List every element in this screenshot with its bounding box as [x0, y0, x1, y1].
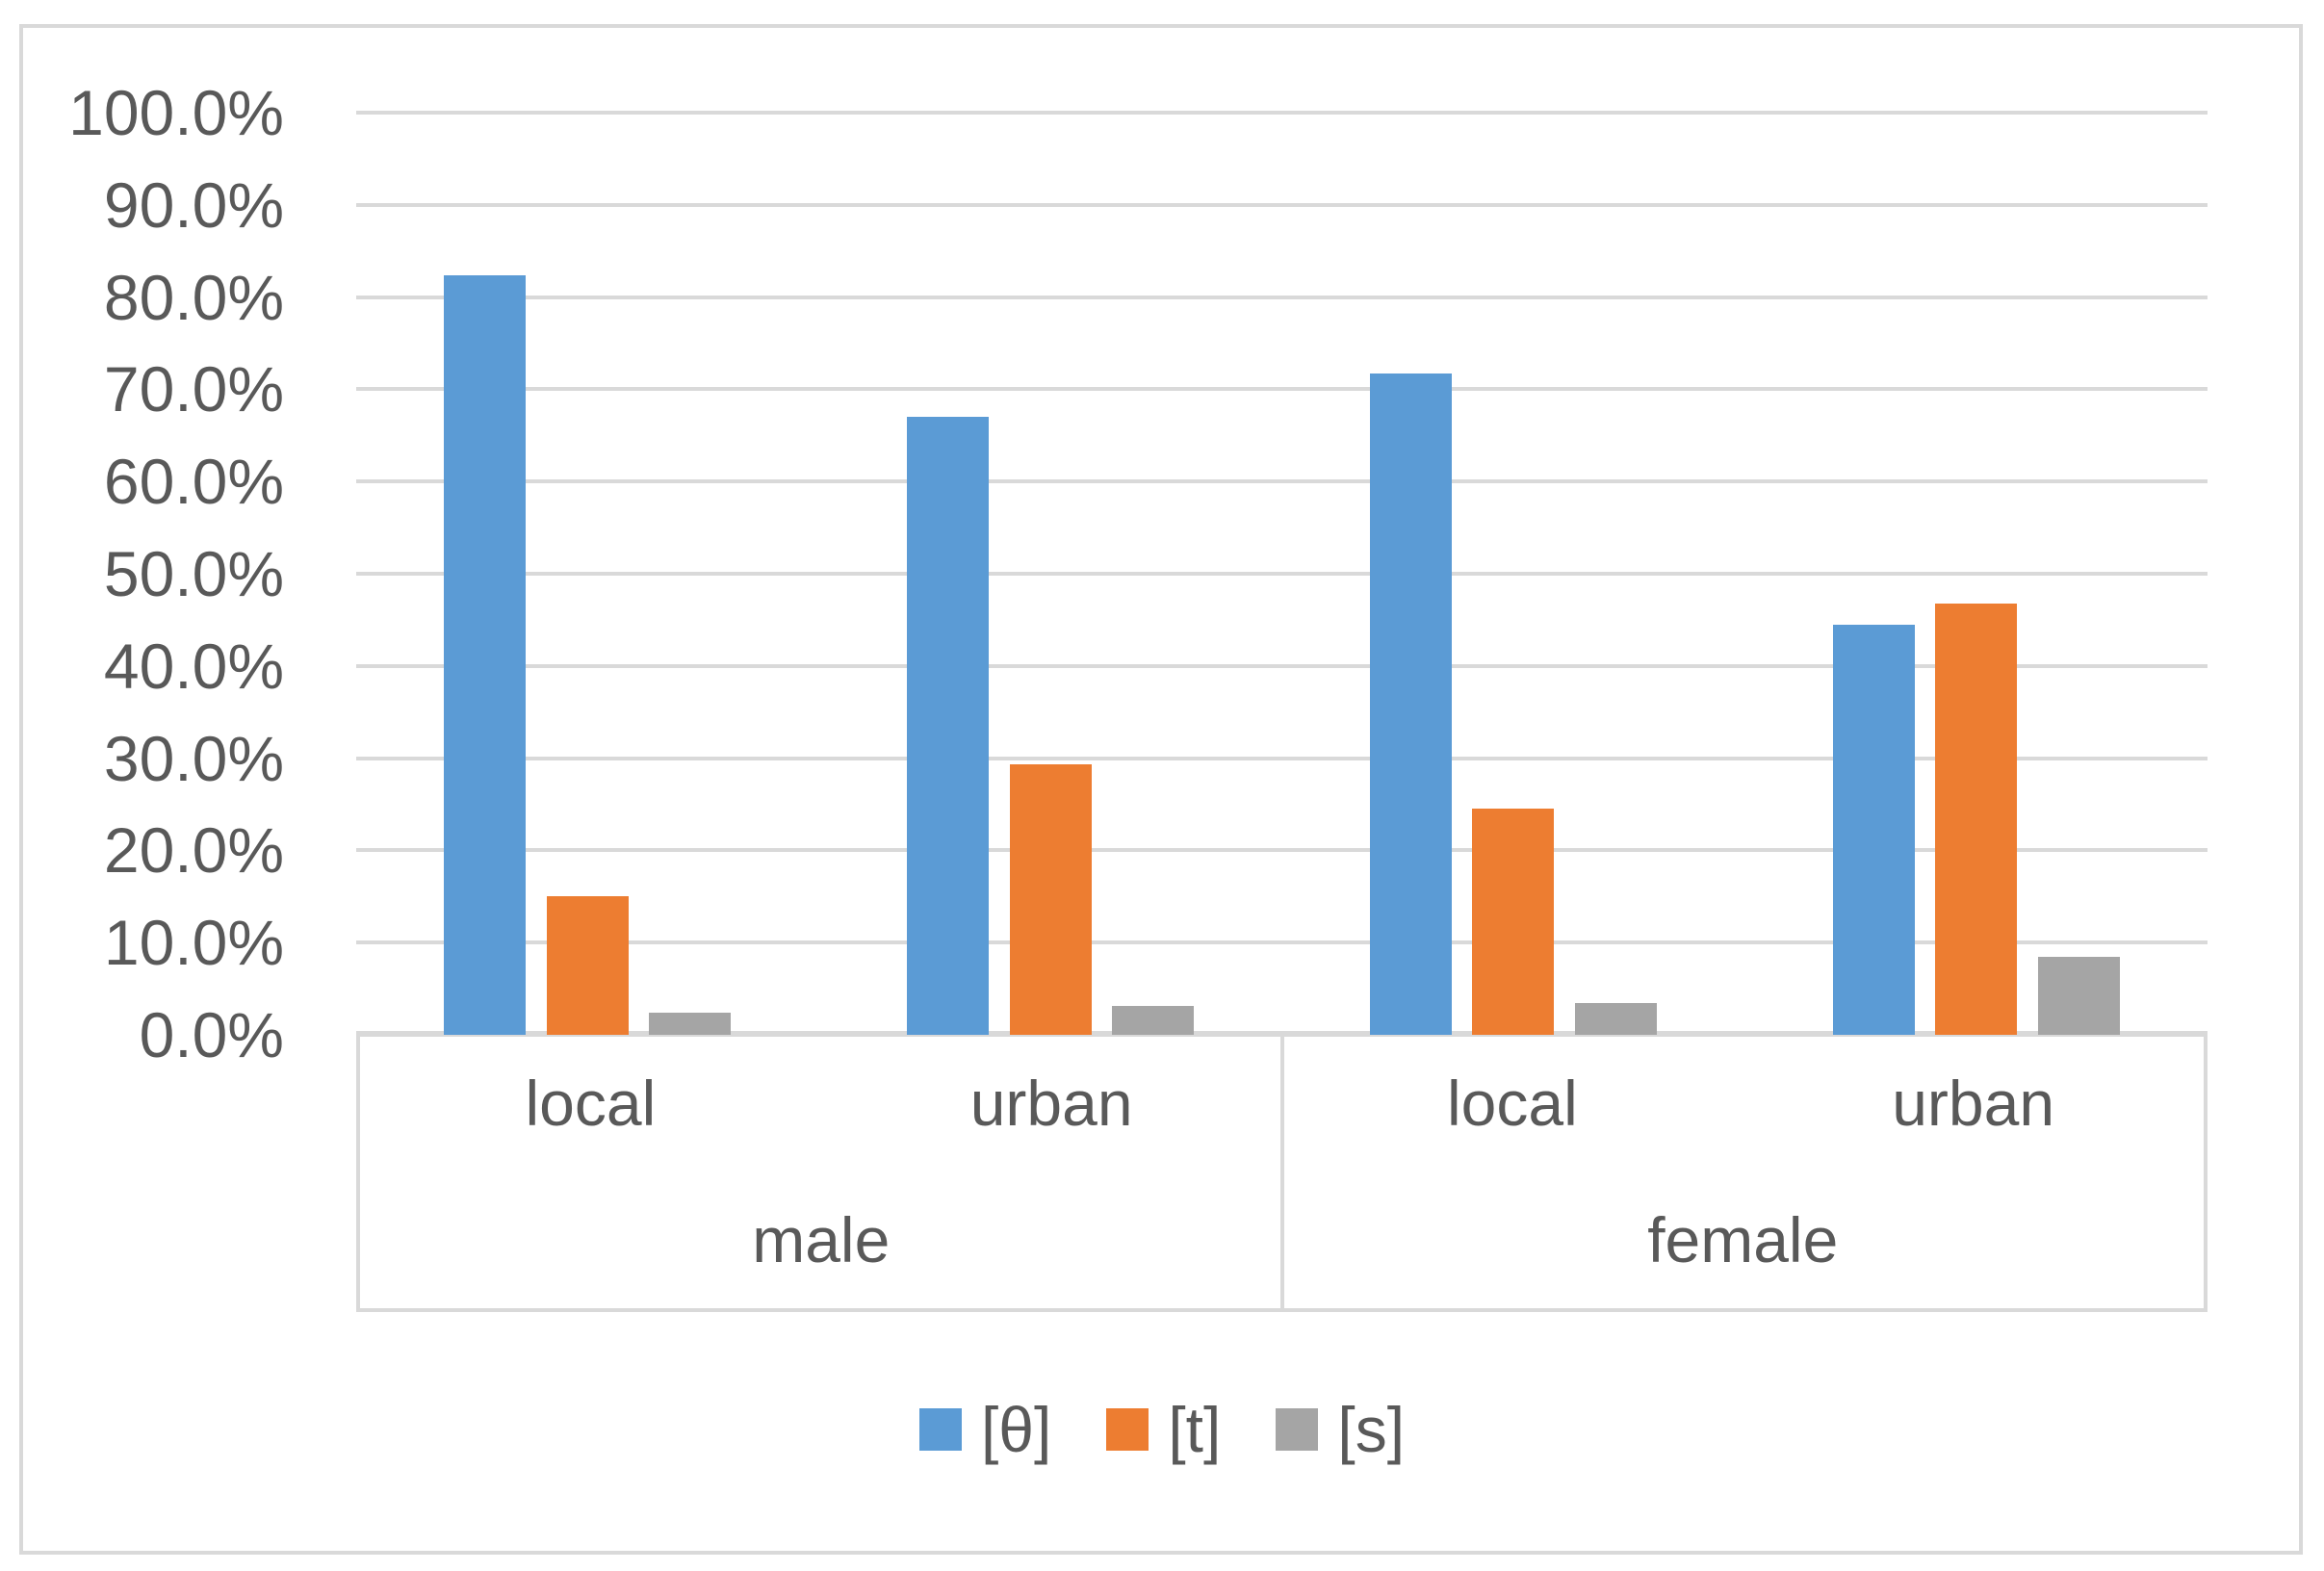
- y-tick-label-20: 20.0%: [103, 814, 284, 887]
- bar-theta-female-local: [1369, 373, 1452, 1035]
- subcategory-label-female-local: local: [1447, 1068, 1578, 1139]
- bar-s-male-local: [649, 1013, 732, 1035]
- bar-theta-male-urban: [907, 417, 990, 1035]
- gridline-90: [356, 202, 2208, 207]
- bar-theta-female-urban: [1832, 624, 1915, 1035]
- topcategory-label-female: female: [1647, 1204, 1839, 1275]
- bar-t-female-local: [1472, 809, 1555, 1035]
- x-axis-subcategory-row: local urban local urban: [360, 1035, 2204, 1172]
- y-tick-label-90: 90.0%: [103, 168, 284, 241]
- plot-area: [356, 111, 2208, 1037]
- gridline-20: [356, 848, 2208, 853]
- y-tick-label-60: 60.0%: [103, 446, 284, 518]
- legend-swatch-t: [1106, 1408, 1149, 1451]
- gridline-100: [356, 111, 2208, 115]
- subcategory-label-male-local: local: [525, 1068, 657, 1139]
- gridline-10: [356, 940, 2208, 945]
- gridline-30: [356, 756, 2208, 760]
- x-axis-topcategory-row: male female: [360, 1172, 2204, 1308]
- bar-s-female-local: [1574, 1003, 1657, 1035]
- gridline-40: [356, 663, 2208, 668]
- y-tick-label-70: 70.0%: [103, 353, 284, 425]
- legend-item-s: [s]: [1276, 1398, 1405, 1461]
- y-tick-label-50: 50.0%: [103, 538, 284, 609]
- legend-swatch-theta: [918, 1408, 962, 1451]
- gridline-70: [356, 387, 2208, 392]
- gridline-50: [356, 572, 2208, 576]
- subcategory-label-female-urban: urban: [1892, 1068, 2055, 1139]
- y-axis: 100.0% 90.0% 80.0% 70.0% 60.0% 50.0% 40.0% 30.0…: [0, 81, 289, 1067]
- legend-item-t: [t]: [1106, 1398, 1221, 1461]
- legend-label-theta: [θ]: [980, 1394, 1052, 1465]
- gridline-0: [356, 1031, 2208, 1037]
- bar-theta-male-local: [444, 274, 527, 1035]
- bar-s-male-urban: [1112, 1006, 1195, 1035]
- legend-label-s: [s]: [1337, 1394, 1406, 1465]
- x-axis-category-table: local urban local urban male female: [356, 1035, 2208, 1312]
- category-group-divider: [1279, 1035, 1284, 1308]
- bar-t-female-urban: [1935, 603, 2018, 1035]
- gridline-60: [356, 479, 2208, 484]
- bar-t-male-local: [546, 896, 629, 1035]
- gridline-80: [356, 295, 2208, 299]
- y-tick-label-80: 80.0%: [103, 261, 284, 333]
- y-tick-label-100: 100.0%: [68, 77, 284, 148]
- y-tick-label-30: 30.0%: [103, 722, 284, 794]
- legend-item-theta: [θ]: [918, 1394, 1052, 1465]
- y-tick-label-40: 40.0%: [103, 630, 284, 702]
- legend-swatch-s: [1276, 1408, 1319, 1451]
- y-tick-label-10: 10.0%: [103, 907, 284, 979]
- chart-frame-border: [19, 24, 2303, 1555]
- topcategory-label-male: male: [752, 1204, 891, 1275]
- y-tick-label-0: 0.0%: [139, 999, 284, 1070]
- bar-s-female-urban: [2037, 956, 2120, 1035]
- subcategory-label-male-urban: urban: [969, 1068, 1133, 1139]
- bar-t-male-urban: [1009, 764, 1092, 1035]
- legend: [θ] [t] [s]: [0, 1389, 2324, 1470]
- legend-label-t: [t]: [1168, 1394, 1222, 1465]
